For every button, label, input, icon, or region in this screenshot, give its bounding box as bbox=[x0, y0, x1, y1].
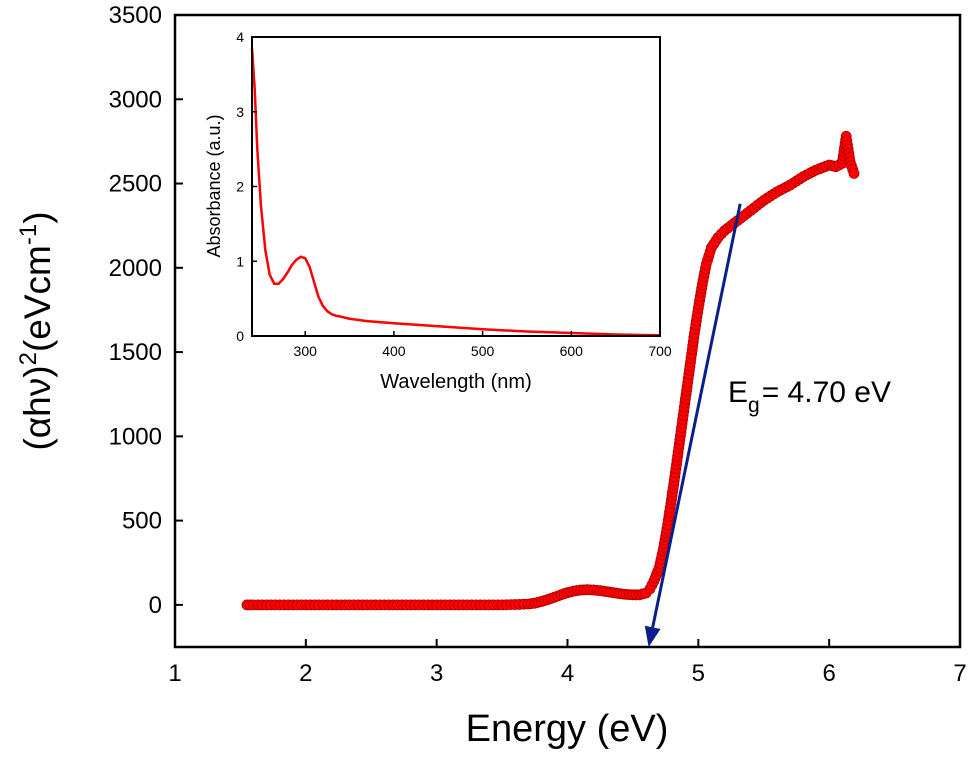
inset-y-tick-label: 2 bbox=[236, 179, 244, 195]
x-tick-label: 5 bbox=[692, 660, 705, 687]
bandgap-annotation: Eg= 4.70 eV bbox=[728, 376, 891, 417]
inset-x-tick-label: 500 bbox=[471, 343, 495, 359]
inset-x-tick-label: 700 bbox=[648, 343, 672, 359]
inset-y-tick-label: 3 bbox=[236, 104, 244, 120]
x-tick-label: 3 bbox=[430, 660, 443, 687]
inset-y-axis-label: Absorbance (a.u.) bbox=[204, 114, 224, 257]
inset-background bbox=[252, 37, 660, 336]
inset-x-axis-label: Wavelength (nm) bbox=[380, 371, 532, 393]
y-tick-label: 1000 bbox=[109, 423, 162, 450]
inset-axis-ticks: 300 400 500 600 700 0 1 2 3 4 bbox=[236, 29, 672, 359]
x-tick-label: 7 bbox=[953, 660, 966, 687]
y-tick-label: 3000 bbox=[109, 86, 162, 113]
main-x-axis-label: Energy (eV) bbox=[466, 708, 669, 750]
inset-x-tick-label: 400 bbox=[382, 343, 406, 359]
x-tick-label: 6 bbox=[822, 660, 835, 687]
inset-y-tick-label: 0 bbox=[236, 328, 244, 344]
fit-line bbox=[651, 203, 742, 628]
y-tick-label: 1500 bbox=[109, 339, 162, 366]
data-point bbox=[848, 167, 860, 179]
main-y-axis-label: (αhν)2(eVcm-1) bbox=[15, 211, 58, 450]
inset-y-tick-label: 4 bbox=[236, 29, 244, 45]
inset-y-tick-label: 1 bbox=[236, 253, 244, 269]
y-tick-label: 0 bbox=[149, 592, 162, 619]
x-tick-label: 2 bbox=[299, 660, 312, 687]
y-tick-label: 3500 bbox=[109, 2, 162, 29]
main-data-points bbox=[241, 130, 860, 611]
y-tick-label: 500 bbox=[122, 508, 162, 535]
inset-absorbance-curve bbox=[250, 48, 661, 337]
y-tick-label: 2500 bbox=[109, 171, 162, 198]
inset-x-tick-label: 600 bbox=[560, 343, 584, 359]
fit-arrowhead bbox=[644, 625, 661, 647]
x-tick-label: 1 bbox=[168, 660, 181, 687]
inset-x-tick-label: 300 bbox=[294, 343, 318, 359]
y-tick-label: 2000 bbox=[109, 255, 162, 282]
x-tick-label: 4 bbox=[561, 660, 574, 687]
